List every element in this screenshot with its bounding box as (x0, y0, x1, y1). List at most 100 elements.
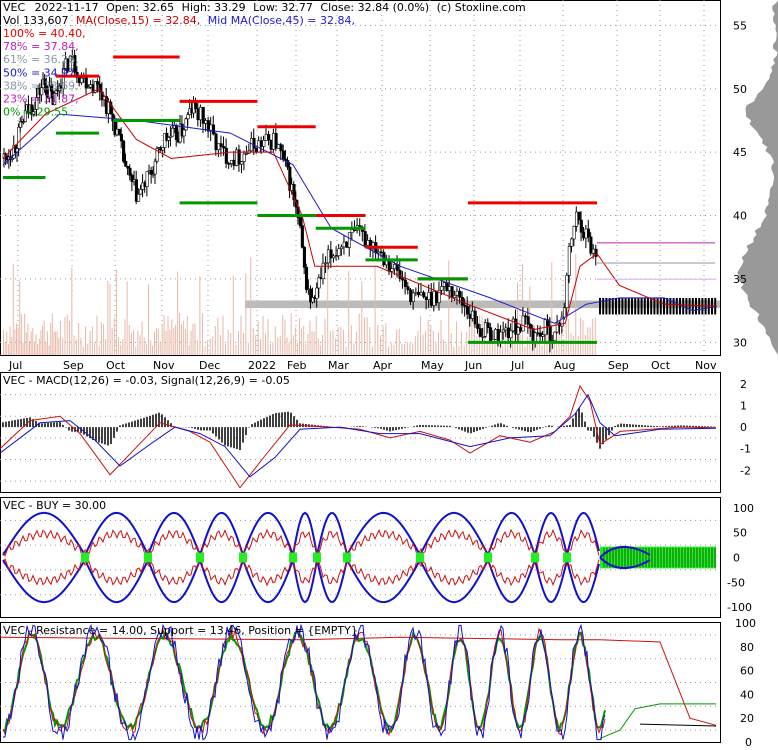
fib-label: 23% = 31.87, (3, 93, 79, 106)
candle-body (137, 193, 141, 202)
res-tick-label: 100 (735, 617, 756, 630)
candle-body (232, 159, 236, 166)
volume-bar (512, 324, 514, 355)
volume-bar (361, 281, 363, 355)
volume-bar (401, 343, 403, 355)
month-tick-label: May (421, 359, 444, 372)
volume-bar (186, 316, 188, 355)
volume-bar (563, 338, 565, 355)
candle-body (128, 167, 132, 176)
volume-bar (171, 319, 173, 355)
candle-body (326, 249, 331, 264)
volume-bar (51, 313, 53, 355)
ticker: VEC (3, 1, 25, 14)
projected-candle (634, 297, 637, 315)
candle-body (506, 327, 511, 339)
candle-body (570, 238, 574, 247)
res-tick-label: 20 (740, 712, 754, 725)
candle-body (427, 292, 431, 300)
candle-body (264, 133, 268, 141)
month-tick-label: Jul (510, 359, 524, 372)
resistance-line (0, 636, 717, 726)
volume-bar (179, 312, 181, 355)
volume-bar (450, 333, 452, 355)
volume-bar (6, 331, 8, 355)
volume-bar (222, 315, 224, 355)
candle-body (186, 114, 190, 120)
macd-line (0, 384, 717, 489)
candle-body (422, 292, 426, 298)
macd-panel (0, 372, 721, 493)
volume-bar (126, 281, 128, 355)
volume-bar (22, 342, 24, 355)
volume-bar (279, 335, 281, 355)
volume-bar (327, 268, 329, 355)
candle-body (281, 150, 285, 160)
res-tick-label: 40 (740, 688, 754, 701)
price-tick-label: 50 (733, 83, 747, 96)
candle-body (533, 332, 538, 342)
candle-body (286, 160, 290, 168)
candle-body (567, 246, 571, 276)
candle-body (555, 322, 559, 333)
volume-bar (443, 339, 445, 355)
volume-bar (393, 345, 395, 355)
volume-bar (141, 321, 143, 355)
volume-bar (53, 331, 55, 355)
month-tick-label: Nov (153, 359, 175, 372)
volume-bar (71, 267, 73, 355)
volume-bar (209, 338, 211, 355)
candle-body (572, 226, 576, 240)
volume-bar (379, 336, 381, 355)
volume-bar (242, 332, 244, 355)
volume-bar (150, 340, 152, 355)
candle-body (182, 129, 186, 137)
candle-body (447, 286, 452, 292)
volume-bar (307, 333, 309, 355)
volume-bar (237, 331, 239, 355)
candle-body (311, 297, 315, 303)
candle-body (403, 279, 407, 287)
candle-body (53, 92, 57, 105)
volume-bar (324, 318, 326, 355)
volume-bar (20, 314, 22, 355)
candle-body (119, 133, 123, 142)
volume-bar (40, 330, 42, 355)
volume-bar (135, 346, 137, 355)
buy-signal-marker (563, 552, 571, 563)
candle-body (340, 246, 344, 250)
volume-bar (409, 343, 411, 355)
volume-bar (115, 269, 117, 355)
volume-bar (299, 318, 301, 355)
volume-bar (473, 314, 475, 355)
volume-bar (96, 315, 98, 355)
candle-body (124, 160, 128, 167)
projected-candle (659, 297, 662, 315)
projected-candle (698, 297, 701, 315)
volume-bar (494, 343, 496, 355)
buy-tick-label: -50 (727, 576, 745, 589)
month-tick-label: Dec (199, 359, 220, 372)
candle-body (23, 110, 27, 122)
candle-body (309, 288, 313, 303)
volume-bar (575, 253, 577, 355)
volume-bar (458, 345, 460, 355)
volume-bar (139, 335, 141, 355)
volume-bar (311, 331, 313, 355)
candle-body (262, 140, 266, 147)
upper-red-band (2, 528, 600, 560)
volume-bar (175, 324, 177, 355)
lower-red-band (2, 555, 600, 587)
volume-bar (463, 346, 465, 355)
volume-bar (541, 345, 543, 355)
volume-bar (50, 323, 52, 355)
candle-body (363, 231, 367, 246)
candle-body (184, 118, 188, 131)
candle-body (489, 327, 493, 344)
volume-bar (89, 331, 91, 355)
projected-candle (615, 297, 617, 315)
volume-bar (17, 327, 19, 355)
fib-label: 0% = 29.55 (3, 106, 68, 119)
volume-bar (124, 319, 126, 355)
candle-body (204, 120, 208, 124)
